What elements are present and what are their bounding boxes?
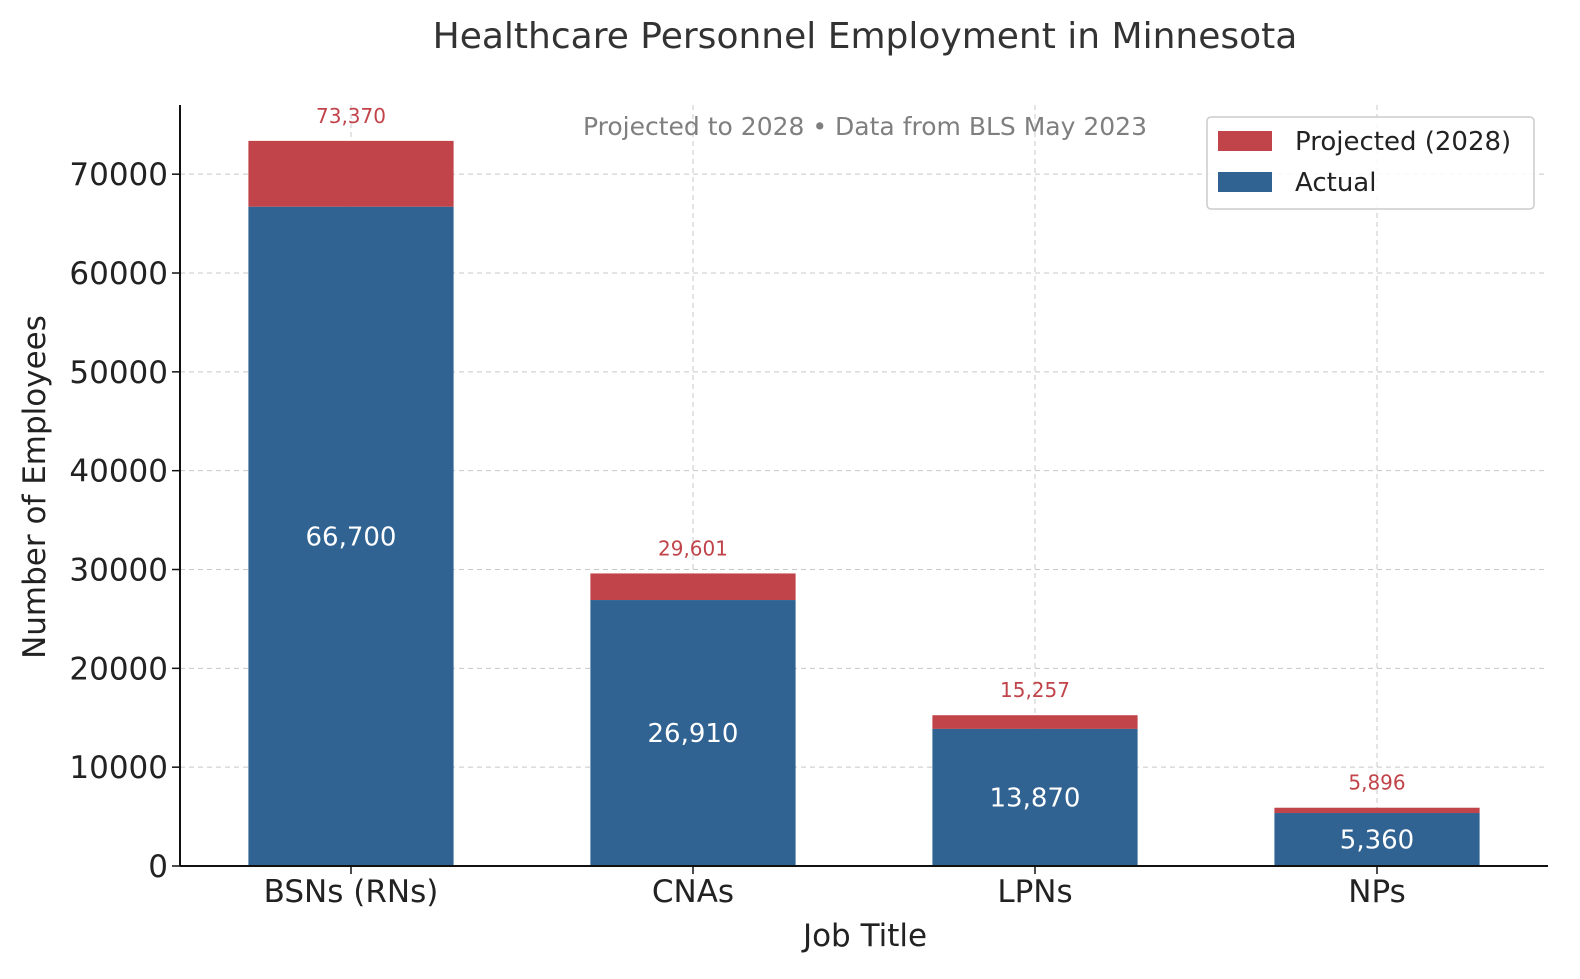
x-tick-label-2: LPNs — [997, 874, 1072, 910]
y-tick-label-4: 40000 — [69, 454, 168, 490]
x-tick-label-1: CNAs — [652, 874, 734, 910]
data-label-actual-0: 66,700 — [306, 522, 397, 552]
x-tick-label-0: BSNs (RNs) — [264, 874, 439, 910]
y-tick-label-1: 10000 — [69, 750, 168, 786]
data-label-projected-0: 73,370 — [316, 104, 386, 128]
y-tick-label-6: 60000 — [69, 256, 168, 292]
data-label-projected-1: 29,601 — [658, 536, 728, 560]
legend-label-1: Actual — [1295, 168, 1376, 198]
bar-projected-0 — [248, 140, 454, 207]
bar-projected-2 — [932, 715, 1138, 729]
data-label-projected-3: 5,896 — [1348, 771, 1405, 795]
bar-actual-3 — [1274, 813, 1480, 866]
y-tick-label-0: 0 — [148, 849, 168, 885]
bars: 66,700 73,370 26,910 29,601 13,870 15,257 5,36… — [248, 104, 1480, 867]
y-ticks: 0 10000 20000 30000 40000 50000 60000 70000 — [69, 157, 180, 885]
chart-title: Healthcare Personnel Employment in Minne… — [433, 16, 1298, 57]
x-tick-label-3: NPs — [1348, 874, 1406, 910]
legend-swatch-1 — [1218, 172, 1272, 192]
data-label-actual-3: 5,360 — [1340, 826, 1414, 856]
x-axis-label: Job Title — [801, 918, 927, 954]
bar-actual-0 — [248, 206, 454, 867]
bar-projected-3 — [1274, 807, 1480, 814]
y-tick-label-5: 50000 — [69, 355, 168, 391]
y-tick-label-3: 30000 — [69, 553, 168, 589]
chart-subtitle: Projected to 2028 • Data from BLS May 20… — [583, 112, 1147, 141]
legend: Projected (2028) Actual — [1206, 116, 1535, 210]
bar-actual-2 — [932, 728, 1138, 866]
data-label-actual-1: 26,910 — [648, 719, 739, 749]
y-tick-label-7: 70000 — [69, 157, 168, 193]
bar-projected-1 — [590, 573, 796, 601]
legend-swatch-0 — [1218, 131, 1272, 151]
x-ticks: BSNs (RNs) CNAs LPNs NPs — [264, 866, 1406, 910]
data-label-actual-2: 13,870 — [990, 783, 1081, 813]
y-axis-label: Number of Employees — [17, 315, 53, 659]
bar-actual-1 — [590, 600, 796, 866]
y-tick-label-2: 20000 — [69, 651, 168, 687]
axes — [179, 105, 1548, 867]
legend-box — [1206, 116, 1535, 210]
data-label-projected-2: 15,257 — [1000, 678, 1070, 702]
legend-label-0: Projected (2028) — [1295, 127, 1511, 157]
